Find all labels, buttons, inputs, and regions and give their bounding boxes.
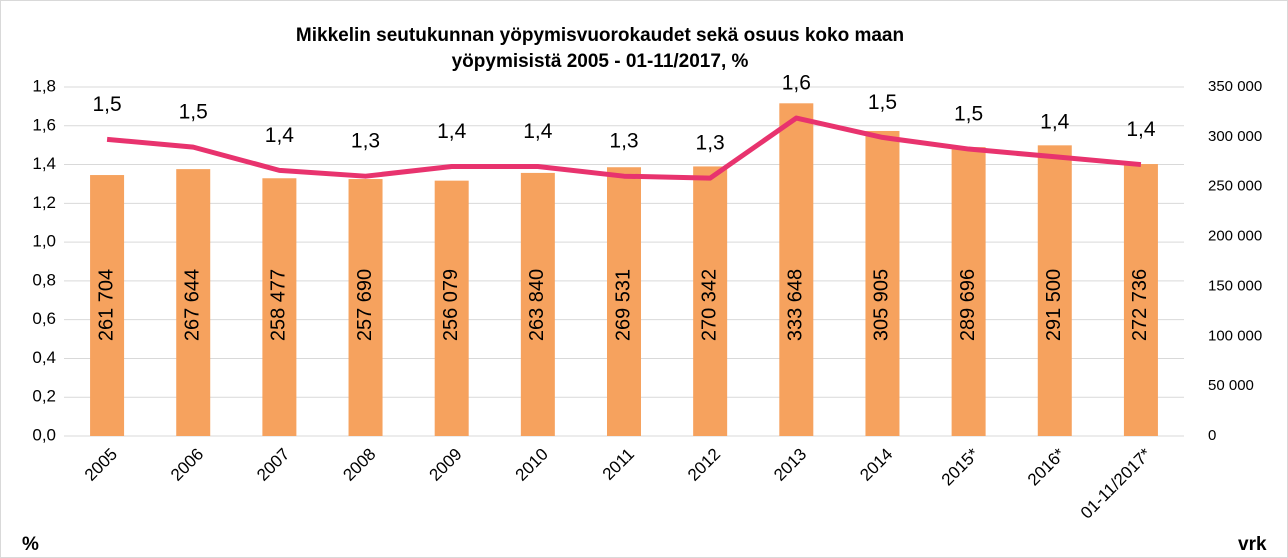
bar: [262, 178, 297, 436]
y2-tick-label: 100 000: [1208, 327, 1262, 344]
bar-value-label: 256 079: [440, 269, 462, 341]
bar-value-label: 272 736: [1129, 269, 1151, 341]
chart-title: yöpymisistä 2005 - 01-11/2017, %: [452, 51, 749, 72]
bar-value-label: 270 342: [698, 269, 720, 341]
y-tick-label: 0,8: [32, 270, 56, 289]
y-tick-label: 0,0: [32, 425, 56, 444]
y2-tick-label: 50 000: [1208, 377, 1254, 394]
bar: [176, 169, 211, 436]
line-value-label: 1,4: [523, 120, 553, 143]
bar: [951, 147, 986, 436]
line-value-label: 1,6: [782, 72, 811, 95]
bar: [520, 172, 555, 437]
line-value-label: 1,5: [954, 103, 983, 126]
bar-value-label: 289 696: [957, 269, 979, 341]
line-value-label: 1,3: [609, 130, 638, 153]
bar: [779, 103, 814, 436]
bar: [434, 180, 469, 436]
line-value-label: 1,3: [351, 130, 380, 153]
y2-tick-label: 150 000: [1208, 277, 1262, 294]
y-tick-label: 1,0: [32, 232, 56, 251]
bar: [693, 166, 728, 436]
bar: [90, 175, 125, 436]
y-tick-label: 1,2: [32, 193, 56, 212]
y2-axis-label: vrk: [1238, 534, 1267, 555]
bar: [1037, 145, 1072, 436]
line: [106, 115, 1142, 181]
bar-value-label: 267 644: [182, 269, 204, 341]
y2-tick-label: 250 000: [1208, 178, 1262, 195]
bar-value-label: 269 531: [612, 269, 634, 341]
bar-value-label: 263 840: [526, 269, 548, 341]
line-value-label: 1,3: [696, 132, 725, 155]
y-tick-label: 1,4: [32, 154, 56, 173]
line-value-label: 1,5: [868, 91, 897, 114]
y-tick-label: 1,8: [32, 76, 56, 95]
line-value-label: 1,5: [179, 101, 208, 124]
bar-value-label: 258 477: [268, 269, 290, 341]
line-value-label: 1,4: [1126, 118, 1156, 141]
bar-value-label: 261 704: [95, 269, 117, 341]
y-tick-label: 1,6: [32, 115, 56, 134]
line-value-label: 1,4: [265, 124, 295, 147]
y2-tick-label: 350 000: [1208, 78, 1262, 95]
bar: [1123, 164, 1158, 436]
bar: [607, 167, 641, 437]
line-value-label: 1,4: [437, 120, 467, 143]
y-axis-label: %: [22, 534, 39, 555]
chart-title: Mikkelin seutukunnan yöpymisvuorokaudet …: [296, 25, 904, 46]
bar-value-label: 257 690: [354, 269, 376, 341]
y-tick-label: 0,4: [32, 348, 56, 367]
bar-value-label: 333 648: [785, 269, 807, 341]
y-tick-label: 0,2: [32, 387, 56, 406]
bar: [348, 179, 383, 436]
line-value-label: 1,4: [1040, 110, 1070, 133]
bar-value-label: 305 905: [871, 269, 893, 341]
line-value-label: 1,5: [92, 93, 121, 116]
bar-value-label: 291 500: [1043, 269, 1065, 341]
bar: [865, 130, 900, 437]
y2-tick-label: 0: [1208, 427, 1216, 444]
y2-tick-label: 300 000: [1208, 128, 1262, 145]
y-tick-label: 0,6: [32, 309, 56, 328]
y2-tick-label: 200 000: [1208, 228, 1262, 245]
